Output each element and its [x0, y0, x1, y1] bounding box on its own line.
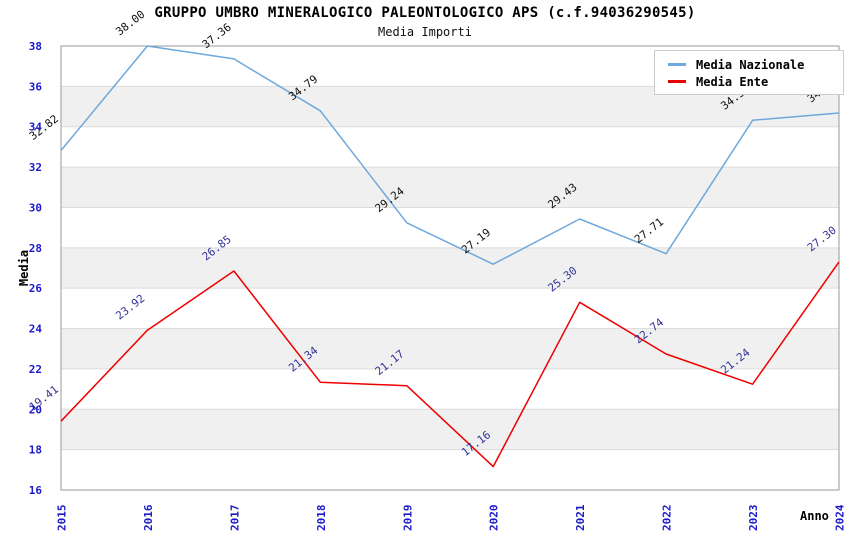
legend-label-media-nazionale: Media Nazionale — [696, 57, 805, 72]
legend-label-media-ente: Media Ente — [696, 74, 769, 89]
y-tick-label: 18 — [29, 444, 42, 457]
y-tick-label: 28 — [29, 242, 42, 255]
value-label: 38.00 — [113, 8, 147, 39]
y-tick-label: 36 — [29, 80, 43, 93]
legend-item-media-nazionale: Media Nazionale — [655, 56, 843, 73]
plot-band — [61, 409, 839, 450]
value-label: 23.92 — [113, 292, 147, 323]
plot-border — [60, 45, 840, 491]
y-axis-label: Media — [17, 249, 32, 287]
y-tick-label: 38 — [29, 40, 42, 53]
x-tick-label: 2020 — [488, 505, 501, 532]
series-line-media-ente — [60, 261, 840, 468]
plot-band — [61, 167, 839, 208]
band-group — [61, 86, 839, 450]
plot-band — [61, 247, 839, 289]
chart-subtitle: Media Importi — [378, 25, 472, 39]
x-tick-label: 2021 — [574, 504, 587, 531]
x-tick-group: 2015 2016 2017 2018 2019 2020 2021 2022 2023 2024 — [56, 504, 847, 531]
y-tick-label: 32 — [29, 161, 42, 174]
x-axis-label: Anno — [800, 509, 829, 523]
gridline-group — [61, 85, 839, 451]
x-tick-label: 2016 — [142, 504, 155, 531]
x-tick-label: 2023 — [747, 505, 760, 532]
y-tick-label: 20 — [29, 403, 42, 416]
x-tick-label: 2017 — [228, 505, 241, 532]
x-tick-label: 2015 — [56, 505, 69, 532]
chart-title: GRUPPO UMBRO MINERALOGICO PALEONTOLOGICO… — [154, 5, 696, 21]
y-tick-label: 16 — [29, 484, 43, 497]
y-tick-label: 30 — [29, 201, 42, 214]
y-tick-label: 22 — [29, 363, 42, 376]
x-tick-label: 2018 — [315, 505, 328, 532]
x-tick-label: 2019 — [401, 505, 414, 532]
legend-item-media-ente: Media Ente — [655, 73, 843, 90]
value-label: 27.71 — [632, 215, 666, 246]
value-label: 37.36 — [200, 21, 234, 52]
media-nazionale-line-swatch — [668, 63, 686, 66]
x-tick-label: 2024 — [834, 504, 847, 531]
legend-box: Media Nazionale Media Ente — [654, 50, 844, 95]
plot-band — [61, 328, 839, 369]
series-line-media-nazionale — [60, 45, 840, 265]
y-tick-label: 26 — [29, 282, 43, 295]
y-tick-label: 34 — [29, 121, 43, 134]
y-tick-group: 16 18 20 22 24 26 28 30 32 34 36 38 — [29, 40, 43, 497]
y-tick-label: 24 — [29, 323, 43, 336]
media-ente-line-swatch — [668, 80, 686, 83]
x-tick-label: 2022 — [661, 505, 674, 532]
